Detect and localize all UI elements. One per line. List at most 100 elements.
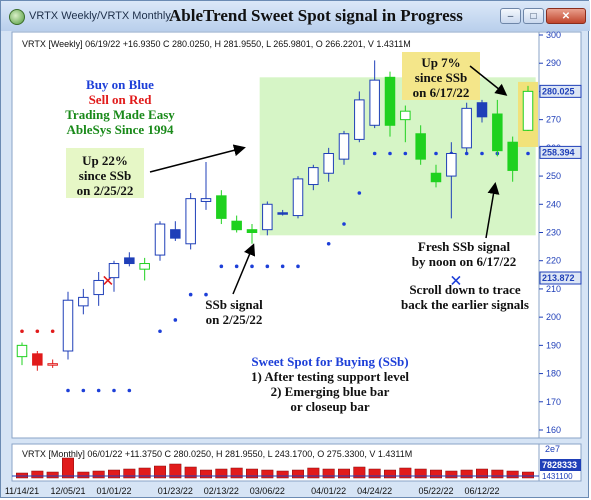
callout-ssb-line1: SSb signal bbox=[205, 297, 263, 312]
y-tick-label: 180 bbox=[546, 369, 561, 379]
callout-ssb-line2: on 2/25/22 bbox=[206, 312, 263, 327]
callout-up7-box bbox=[402, 52, 480, 100]
volume-bar bbox=[322, 468, 335, 479]
volume-bar bbox=[77, 471, 90, 479]
price-tag-label: 258.394 bbox=[542, 147, 575, 157]
support-dot bbox=[96, 388, 101, 393]
volume-bar bbox=[368, 468, 381, 479]
x-tick-label: 04/24/22 bbox=[357, 486, 392, 496]
candle-body bbox=[277, 212, 288, 215]
sweet-spot-title: Sweet Spot for Buying (SSb) bbox=[251, 354, 408, 369]
y-tick-label: 210 bbox=[546, 284, 561, 294]
window-title: VRTX Weekly/VRTX Monthly bbox=[29, 10, 171, 22]
candle-body bbox=[246, 229, 258, 234]
candle-body bbox=[522, 90, 534, 131]
candle-body bbox=[124, 257, 135, 265]
legend-trading: Trading Made Easy bbox=[65, 107, 175, 122]
minimize-button[interactable]: – bbox=[500, 8, 521, 24]
support-dot bbox=[357, 191, 362, 195]
price-tag-label: 213.872 bbox=[542, 273, 575, 283]
support-dot bbox=[250, 264, 254, 269]
support-dot bbox=[480, 151, 484, 156]
legend-sell: Sell on Red bbox=[89, 92, 153, 107]
candle-body bbox=[461, 107, 472, 149]
support-dot bbox=[526, 151, 530, 156]
y-tick-label: 250 bbox=[546, 171, 561, 181]
callout-scroll-line1: Scroll down to trace bbox=[409, 282, 521, 297]
resistance-dot bbox=[35, 329, 40, 334]
volume-bar bbox=[92, 470, 105, 479]
callout-up7-line2: since SSb bbox=[415, 70, 467, 85]
x-tick-label: 12/05/21 bbox=[50, 486, 85, 496]
support-dot bbox=[158, 329, 162, 334]
y-tick-label: 220 bbox=[546, 256, 561, 266]
volume-bar bbox=[62, 457, 74, 479]
candle-body bbox=[507, 141, 518, 171]
candle-body bbox=[93, 279, 104, 296]
volume-bar bbox=[476, 468, 488, 479]
volume-bar bbox=[414, 468, 427, 479]
candle-body bbox=[354, 99, 365, 140]
x-tick-label: 01/01/22 bbox=[96, 486, 131, 496]
y-tick-label: 200 bbox=[546, 312, 561, 322]
support-dot bbox=[388, 151, 392, 156]
weekly-price-axis bbox=[538, 31, 582, 439]
candle-body bbox=[154, 223, 166, 256]
y-tick-label: 190 bbox=[546, 340, 561, 350]
volume-bar bbox=[215, 468, 228, 479]
volume-bar bbox=[384, 469, 396, 479]
candle-body bbox=[170, 229, 181, 239]
volume-bar bbox=[399, 467, 412, 479]
resistance-dot bbox=[50, 329, 55, 334]
support-dot bbox=[204, 292, 208, 297]
sweet-spot-zone bbox=[259, 77, 536, 236]
arrow-up22 bbox=[149, 144, 246, 173]
candle-body bbox=[78, 296, 89, 307]
support-dot bbox=[81, 388, 86, 393]
callout-up22-line2: since SSb bbox=[79, 168, 131, 183]
candle-body bbox=[47, 363, 58, 366]
volume-bar bbox=[491, 469, 504, 479]
price-tag-label: 280.025 bbox=[542, 86, 575, 96]
volume-bar bbox=[200, 469, 212, 479]
volume-bar bbox=[154, 465, 166, 479]
candle-body bbox=[476, 102, 488, 118]
support-dot bbox=[127, 388, 132, 393]
legend-buy: Buy on Blue bbox=[86, 77, 154, 92]
maximize-button[interactable]: □ bbox=[523, 8, 544, 24]
title-bar[interactable]: VRTX Weekly/VRTX Monthly AbleTrend Sweet… bbox=[1, 1, 590, 31]
candle-body bbox=[400, 110, 411, 121]
y-tick-label: 270 bbox=[546, 115, 561, 125]
chart-headline: AbleTrend Sweet Spot signal in Progress bbox=[169, 6, 463, 25]
support-dot bbox=[326, 241, 331, 246]
y-tick-label: 160 bbox=[546, 425, 561, 435]
volume-bar bbox=[338, 468, 350, 479]
y-tick-label: 300 bbox=[546, 30, 561, 40]
support-dot bbox=[280, 264, 285, 269]
sweet-spot-rule2: 2) Emerging blue bar bbox=[271, 384, 390, 399]
candle-body bbox=[200, 198, 212, 202]
support-dot bbox=[403, 151, 408, 156]
y-tick-label: 240 bbox=[546, 199, 561, 209]
candle-body bbox=[430, 172, 442, 183]
support-dot bbox=[296, 264, 300, 269]
sweet-spot-rule1: 1) After testing support level bbox=[251, 369, 409, 384]
volume-bar bbox=[307, 467, 320, 479]
volume-bar bbox=[261, 469, 274, 479]
close-button[interactable]: ✕ bbox=[546, 8, 586, 24]
callout-up22-line3: on 2/25/22 bbox=[77, 183, 134, 198]
candle-body bbox=[338, 133, 350, 160]
volume-bar bbox=[246, 468, 258, 479]
callout-up22-box bbox=[66, 148, 144, 198]
volume-bar bbox=[460, 469, 473, 479]
volume-bar bbox=[46, 471, 59, 479]
candle-body bbox=[16, 344, 28, 358]
candle-body bbox=[292, 178, 304, 217]
candle-body bbox=[32, 353, 43, 366]
monthly-axis-bottom: 1431100 bbox=[542, 472, 573, 481]
arrow-fresh bbox=[485, 182, 500, 239]
callout-up7-line3: on 6/17/22 bbox=[413, 85, 470, 100]
x-tick-label: 06/12/22 bbox=[464, 486, 499, 496]
candle-body bbox=[185, 198, 196, 245]
sweet-spot-rule3: or closeup bar bbox=[290, 399, 369, 414]
